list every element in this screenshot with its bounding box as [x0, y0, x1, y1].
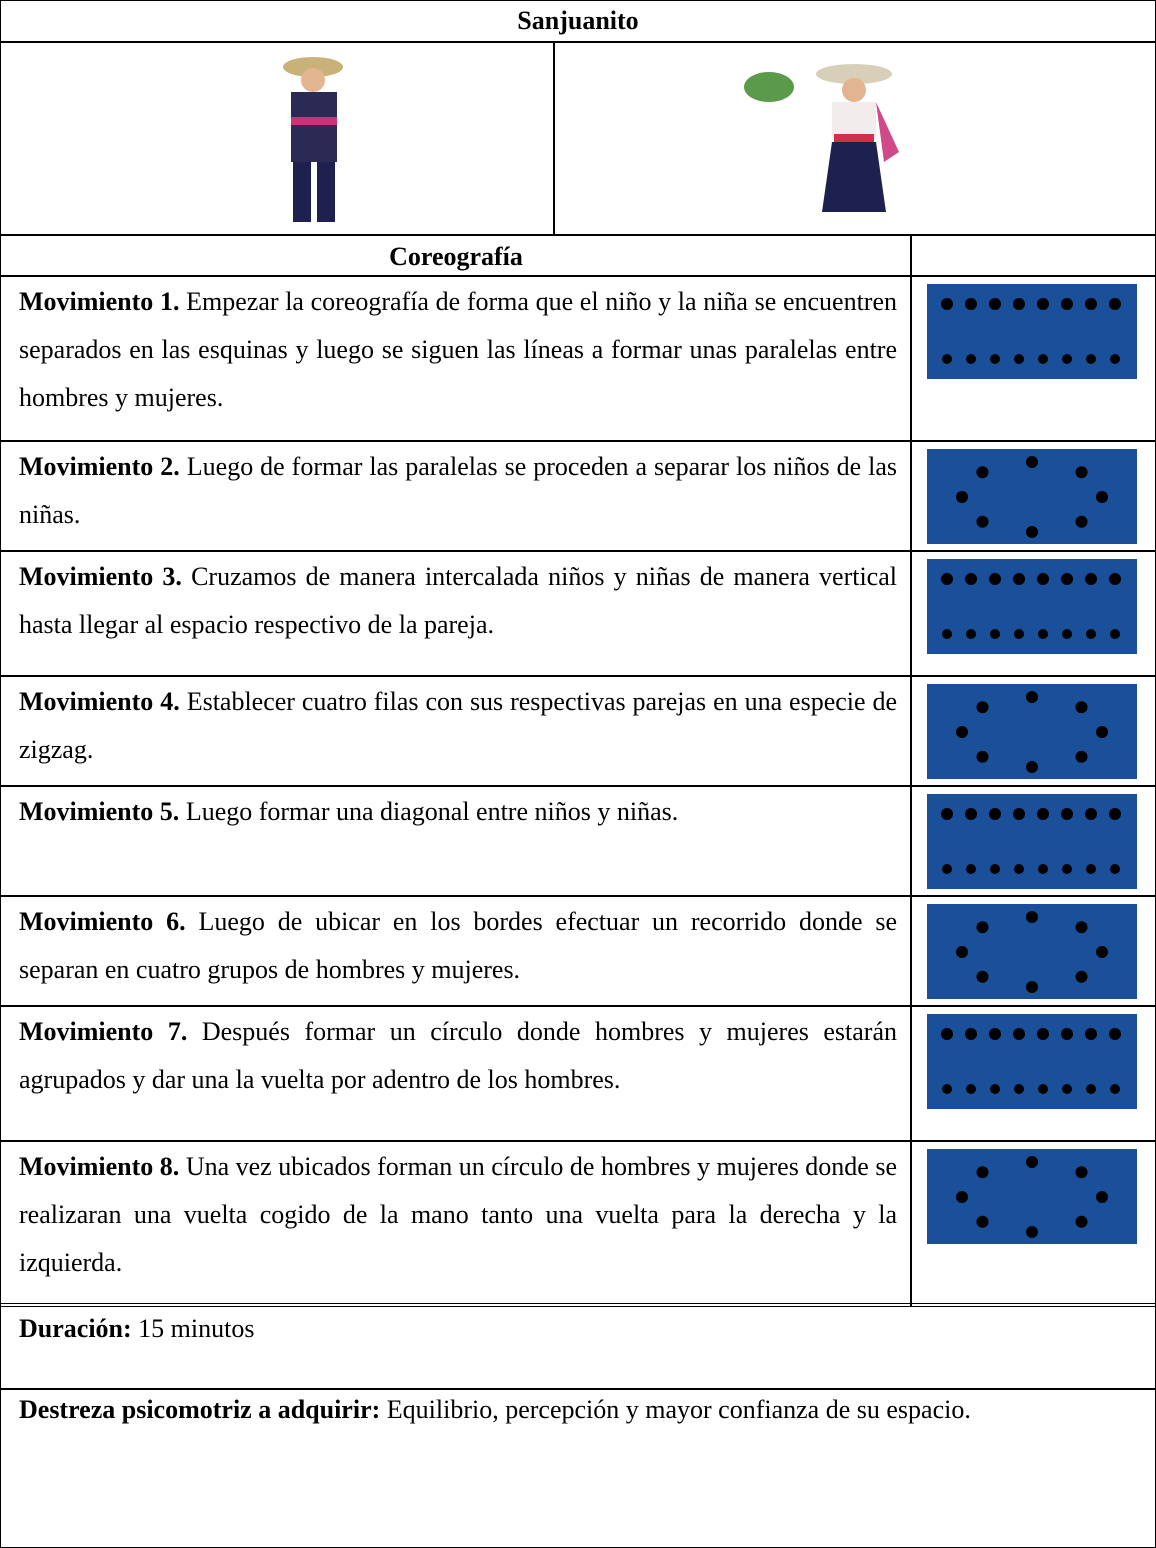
diagram	[927, 559, 1137, 654]
movement-label: Movimiento 7.	[19, 1017, 188, 1046]
duration-value: 15 minutos	[138, 1314, 255, 1343]
diagram	[927, 684, 1137, 779]
diagram-cell	[910, 440, 1156, 552]
movement-text: Movimiento 5. Luego formar una diagonal …	[19, 788, 897, 836]
diagram-cell	[910, 1140, 1156, 1307]
diagram-wrap	[927, 559, 1137, 666]
movement-label: Movimiento 5.	[19, 797, 180, 826]
movement-cell: Movimiento 1. Empezar la coreografía de …	[0, 275, 912, 442]
choreography-header-cell: Coreografía	[0, 234, 912, 277]
skill-cell: Destreza psicomotriz a adquirir: Equilib…	[0, 1388, 1156, 1548]
diagram-cell	[910, 1005, 1156, 1142]
diagram	[927, 904, 1137, 999]
movement-description: Luego de formar las paralelas se procede…	[19, 452, 898, 529]
movement-text: Movimiento 4. Establecer cuatro filas co…	[19, 678, 897, 774]
movement-description: Después formar un círculo donde hombres …	[19, 1017, 897, 1094]
movement-cell: Movimiento 7. Después formar un círculo …	[0, 1005, 912, 1142]
diagram-cell	[910, 550, 1156, 677]
diagram	[927, 1014, 1137, 1109]
diagram-wrap	[927, 794, 1137, 901]
skill-value: Equilibrio, percepción y mayor confianza…	[386, 1395, 971, 1424]
choreography-header: Coreografía	[389, 242, 523, 271]
movement-cell: Movimiento 8. Una vez ubicados forman un…	[0, 1140, 912, 1307]
title-cell: Sanjuanito	[0, 0, 1156, 43]
movement-description: Una vez ubicados forman un círculo de ho…	[19, 1152, 898, 1277]
image-cell	[0, 41, 555, 236]
duration-label: Duración:	[19, 1314, 132, 1343]
movement-label: Movimiento 3.	[19, 562, 182, 591]
diagram-wrap	[927, 284, 1137, 391]
duration-cell: Duración: 15 minutos	[0, 1303, 1156, 1390]
movement-cell: Movimiento 5. Luego formar una diagonal …	[0, 785, 912, 897]
movement-cell: Movimiento 3. Cruzamos de manera interca…	[0, 550, 912, 677]
diagram	[927, 284, 1137, 379]
movement-label: Movimiento 4.	[19, 687, 180, 716]
movement-text: Movimiento 2. Luego de formar las parale…	[19, 443, 897, 539]
movement-text: Movimiento 3. Cruzamos de manera interca…	[19, 553, 897, 649]
movement-text: Movimiento 1. Empezar la coreografía de …	[19, 278, 897, 422]
girl-costume	[744, 64, 899, 212]
movement-text: Movimiento 8. Una vez ubicados forman un…	[19, 1143, 897, 1287]
empty-cell	[910, 234, 1156, 277]
movement-label: Movimiento 1.	[19, 287, 180, 316]
diagram-wrap	[927, 1014, 1137, 1121]
movement-cell: Movimiento 4. Establecer cuatro filas co…	[0, 675, 912, 787]
movement-description: Empezar la coreografía de forma que el n…	[19, 287, 897, 412]
movement-label: Movimiento 8.	[19, 1152, 180, 1181]
movement-label: Movimiento 2.	[19, 452, 180, 481]
diagram-cell	[910, 275, 1156, 442]
movement-description: Luego de ubicar en los bordes efectuar u…	[19, 907, 897, 984]
movement-description: Cruzamos de manera intercalada niños y n…	[19, 562, 897, 639]
movement-cell: Movimiento 2. Luego de formar las parale…	[0, 440, 912, 552]
diagram	[927, 449, 1137, 544]
movement-text: Movimiento 7. Después formar un círculo …	[19, 1008, 897, 1104]
diagram-wrap	[927, 1149, 1137, 1256]
title: Sanjuanito	[517, 6, 639, 35]
movement-description: Luego formar una diagonal entre niños y …	[185, 797, 679, 826]
diagram-cell	[910, 895, 1156, 1007]
skill-label: Destreza psicomotriz a adquirir:	[19, 1395, 381, 1424]
diagram-cell	[910, 675, 1156, 787]
diagram-wrap	[927, 904, 1137, 1011]
diagram	[927, 794, 1137, 889]
diagram-wrap	[927, 449, 1137, 556]
diagram-cell	[910, 785, 1156, 897]
movement-text: Movimiento 6. Luego de ubicar en los bor…	[19, 898, 897, 994]
diagram	[927, 1149, 1137, 1244]
diagram-wrap	[927, 684, 1137, 791]
movement-cell: Movimiento 6. Luego de ubicar en los bor…	[0, 895, 912, 1007]
movement-description: Establecer cuatro filas con sus respecti…	[19, 687, 898, 764]
movement-label: Movimiento 6.	[19, 907, 186, 936]
image-cell	[553, 41, 1156, 236]
boy-costume	[283, 57, 343, 222]
